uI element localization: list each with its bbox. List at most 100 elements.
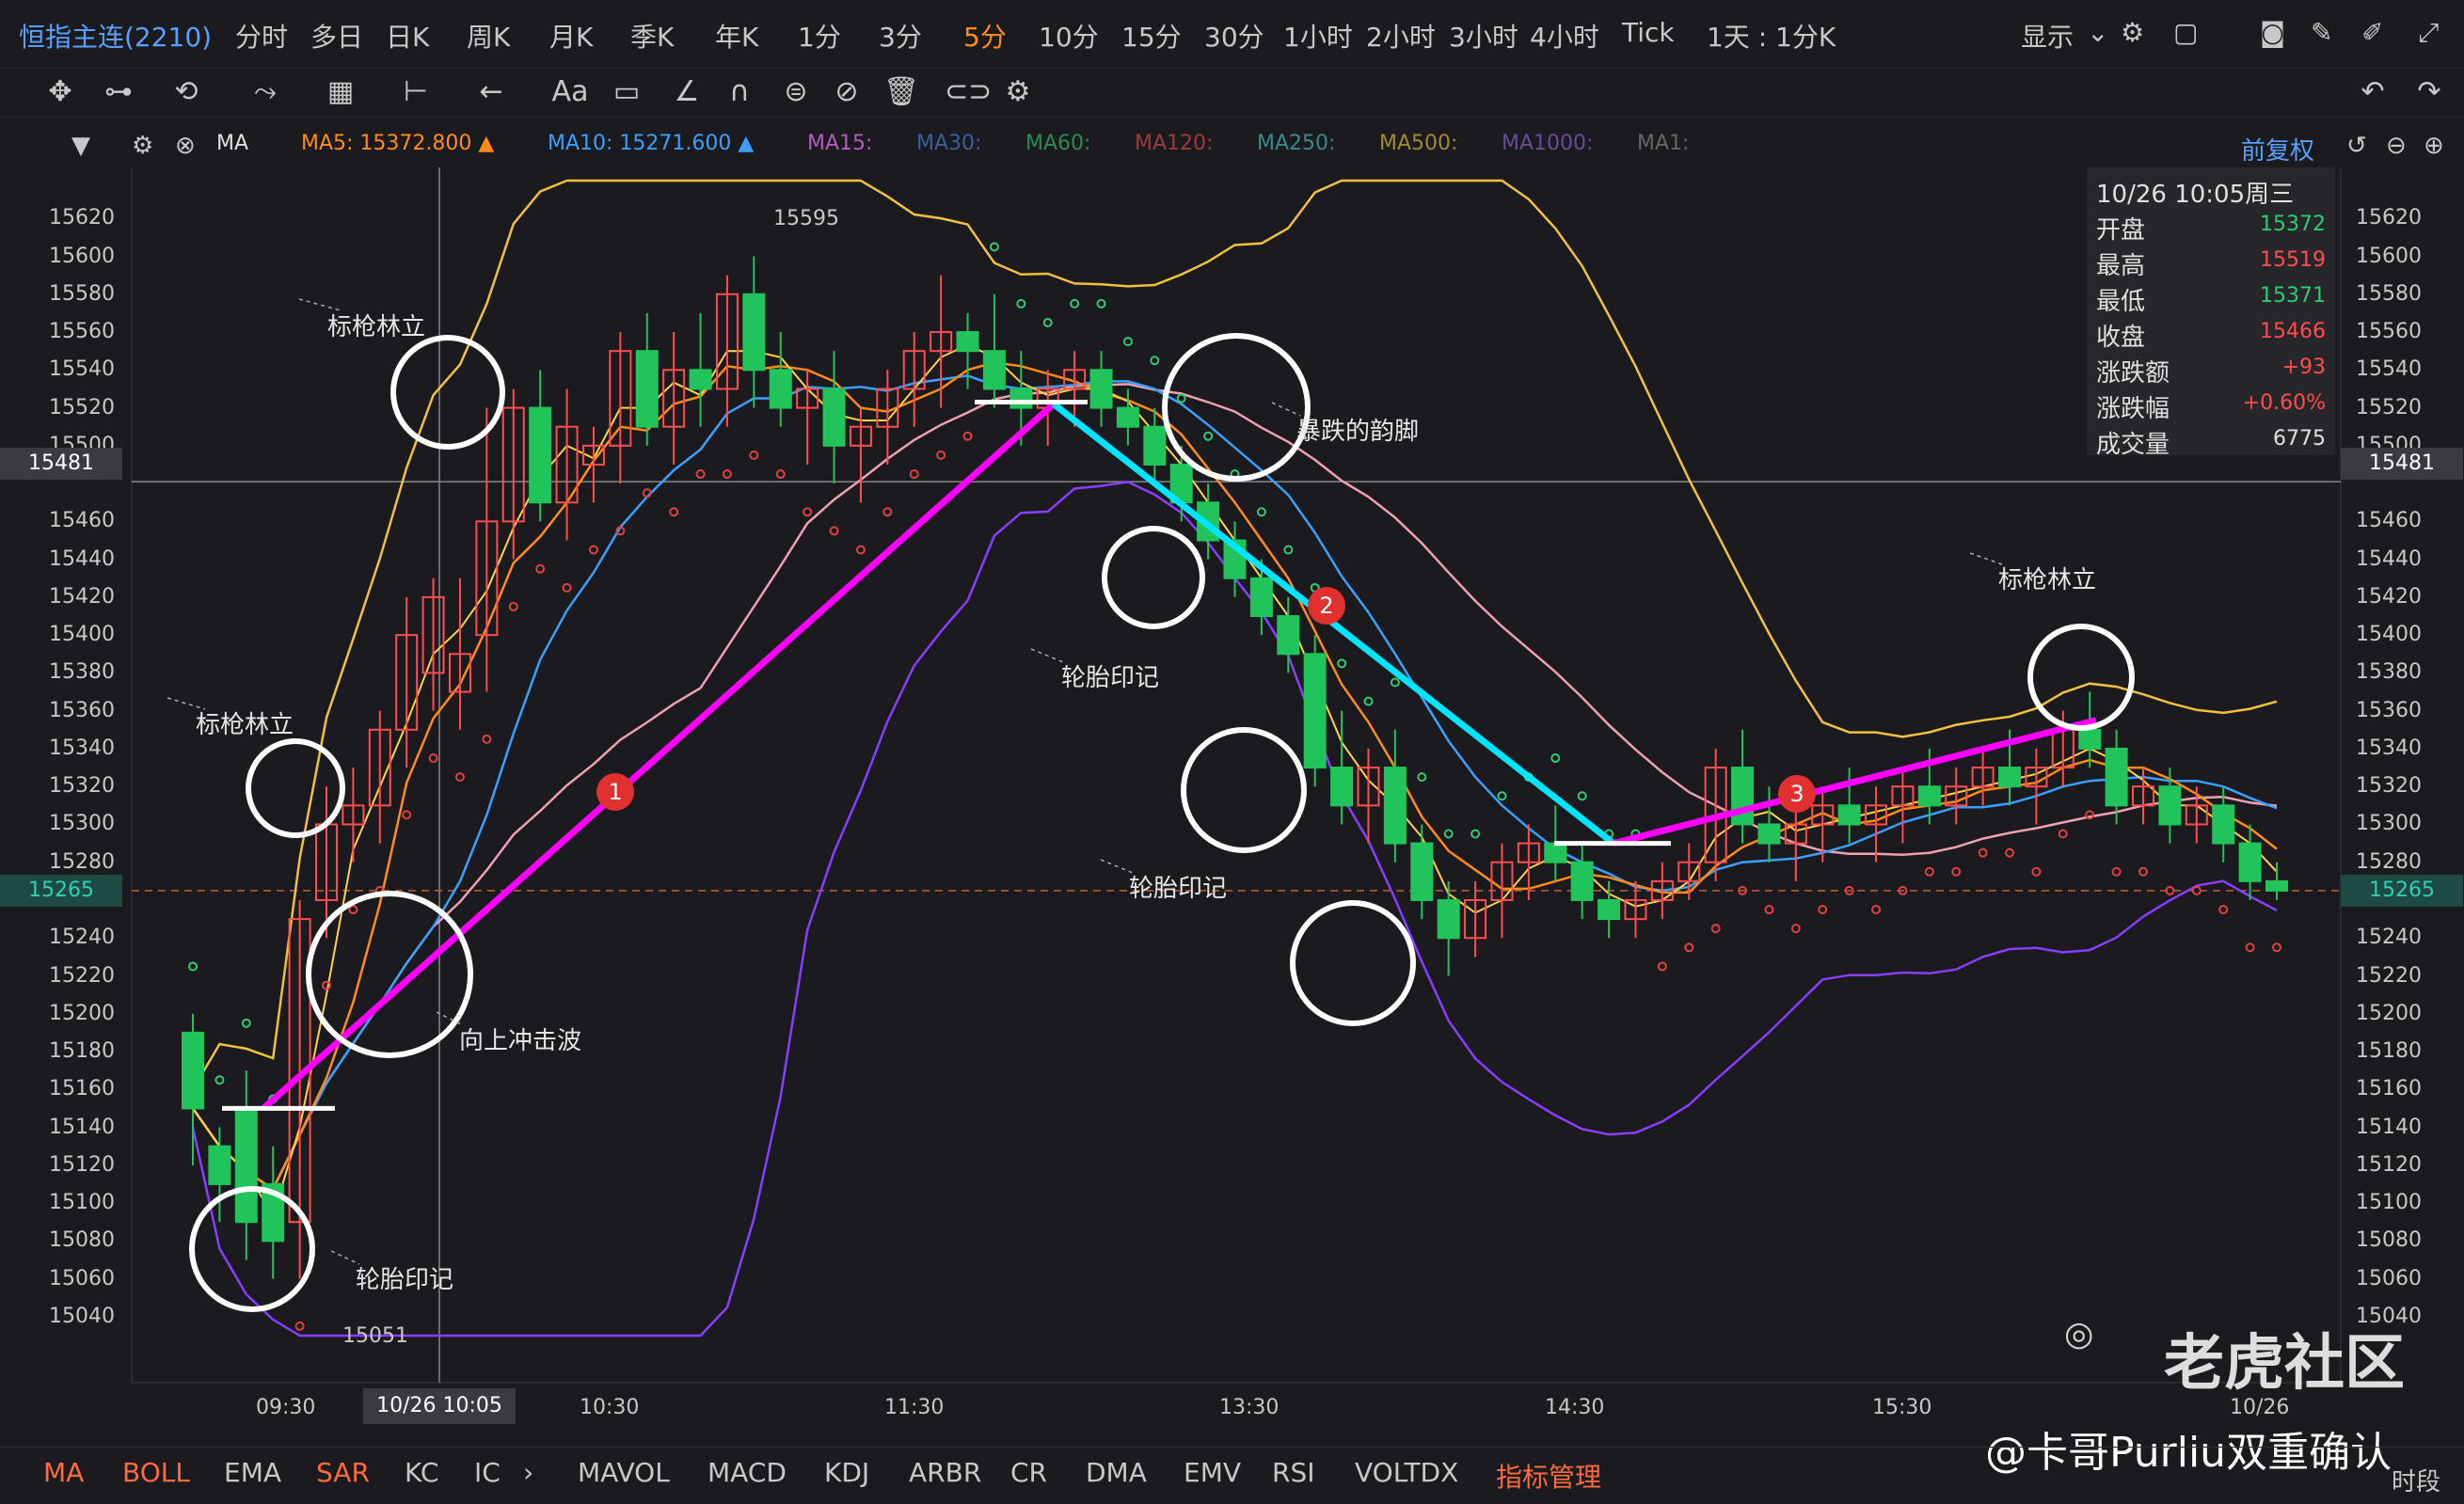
sar-dot [215,1075,225,1085]
indicator-macd[interactable]: MACD [707,1457,787,1488]
indicator-kc[interactable]: KC [405,1457,439,1488]
timeframe-8[interactable]: 3分 [879,22,922,53]
undo-icon[interactable]: ↶ [2361,75,2385,108]
chevron-right-icon[interactable]: › [523,1457,534,1488]
indicator-arbr[interactable]: ARBR [909,1457,982,1488]
trash-icon[interactable]: 🗑 [882,75,920,108]
cycle-icon[interactable]: ⟲ [174,75,199,108]
sar-dot [1738,885,1748,895]
period-toggle[interactable]: 时段 [2392,1468,2441,1496]
candle-body [2265,879,2288,892]
indicator-ema[interactable]: EMA [224,1457,282,1488]
indicator-dma[interactable]: DMA [1086,1457,1147,1488]
gear-icon[interactable]: ⚙ [2121,17,2145,48]
info-label: 涨跌额 [2096,359,2170,388]
candle-body [2132,785,2155,807]
close-icon[interactable]: ⊗ [175,132,196,160]
hide-icon[interactable]: ⊘ [835,75,859,108]
price-tick-right: 15580 [2356,281,2422,306]
link-icon[interactable]: ⊂⊃ [945,75,993,108]
layout-icon[interactable]: ▢ [2173,17,2199,48]
camera-icon[interactable]: ◙ [2260,17,2286,48]
gear-icon[interactable]: ⚙ [132,132,154,160]
candle-body [982,350,1006,390]
ma-item-9: MA1: [1637,132,1690,155]
indicator-rsi[interactable]: RSI [1272,1457,1315,1488]
price-tick-right: 15520 [2356,395,2422,420]
timeframe-6[interactable]: 年K [715,22,759,53]
candle-body [689,369,712,390]
arrow-left-icon[interactable]: ← [479,75,503,108]
timeframe-17[interactable]: Tick [1622,17,1675,48]
highlight-circle [246,738,345,838]
indicator-kdj[interactable]: KDJ [824,1457,870,1488]
lock-icon[interactable]: ⊜ [784,75,808,108]
pen-icon[interactable]: ✐ [2361,17,2384,48]
candle-body [1917,785,1941,807]
fullscreen-icon[interactable]: ⤢ [2418,17,2440,48]
indicator-mavol[interactable]: MAVOL [578,1457,670,1488]
timeframe-4[interactable]: 月K [549,22,594,53]
settings-icon[interactable]: ⚙ [1005,75,1031,108]
timeframe-3[interactable]: 周K [467,22,511,53]
line-segment-icon[interactable]: ⊶ [104,75,133,108]
chevron-down-icon[interactable]: ⌄ [2087,17,2109,48]
zoom-in-icon[interactable]: ⊕ [2424,132,2444,160]
fib-icon[interactable]: ▦ [326,75,355,108]
edit-icon[interactable]: ✎ [2311,17,2333,48]
move-icon[interactable]: ✥ [48,75,72,108]
timeframe-2[interactable]: 日K [386,22,430,53]
display-menu[interactable]: 显示 [2021,22,2075,53]
timeframe-9[interactable]: 5分 [963,22,1007,53]
timeframe-1[interactable]: 多日 [310,22,364,53]
magnet-icon[interactable]: ∩ [729,75,750,108]
indicator-emv[interactable]: EMV [1184,1457,1242,1488]
sar-dot [1790,924,1801,934]
indicator-ma[interactable]: MA [43,1457,85,1488]
indicator-ic[interactable]: IC [474,1457,501,1488]
ma5-line [191,361,2278,1191]
candle-body [1490,861,1514,901]
indicator-boll[interactable]: BOLL [122,1457,190,1488]
comment-icon[interactable]: ▭ [612,75,641,108]
timeframe-11[interactable]: 15分 [1121,22,1182,53]
indicator-voltdx[interactable]: VOLTDX [1355,1457,1459,1488]
timeframe-0[interactable]: 分时 [235,22,289,53]
price-tick-right: 15080 [2356,1228,2422,1253]
ruler-icon[interactable]: ∠ [674,75,700,108]
range-icon[interactable]: ⊢ [403,75,429,108]
timeframe-5[interactable]: 季K [630,22,675,53]
indicator-sar[interactable]: SAR [316,1457,370,1488]
timeframe-7[interactable]: 1分 [798,22,841,53]
text-tool-icon[interactable]: Aa [551,75,589,108]
trend-icon[interactable]: ⤳ [254,75,277,108]
contract-title[interactable]: 恒指主连(2210) [19,22,213,53]
multi-period-select[interactable]: 1天 : 1分K [1707,22,1836,53]
timeframe-12[interactable]: 30分 [1204,22,1264,53]
sar-dot [1256,507,1266,517]
timeframe-14[interactable]: 2小时 [1366,22,1436,53]
timeframe-10[interactable]: 10分 [1039,22,1099,53]
price-tick-left: 15400 [49,623,115,647]
highlight-circle [2027,624,2135,731]
indicator-cr[interactable]: CR [1010,1457,1048,1488]
adjust-mode[interactable]: 前复权 [2241,137,2315,166]
ma-indicator-label[interactable]: MA [216,132,249,155]
sar-dot [855,545,866,555]
zoom-out-icon[interactable]: ⊖ [2386,132,2407,160]
candle-body [262,1182,285,1243]
reset-icon[interactable]: ↺ [2346,132,2367,160]
timeframe-15[interactable]: 3小时 [1449,22,1518,53]
collapse-icon[interactable]: ▼ [72,132,90,160]
ma-item-1: MA10: 15271.600 ▲ [548,132,755,155]
price-tick-right: 15200 [2356,1001,2422,1025]
timeframe-16[interactable]: 4小时 [1530,22,1599,53]
timeframe-13[interactable]: 1小时 [1283,22,1353,53]
crosshair-price-right: 15481 [2341,448,2463,480]
sar-dot [402,810,412,820]
redo-icon[interactable]: ↷ [2417,75,2441,108]
indicator-manage[interactable]: 指标管理 [1496,1462,1602,1493]
candle-body [1677,861,1701,882]
sar-dot [1710,924,1721,934]
